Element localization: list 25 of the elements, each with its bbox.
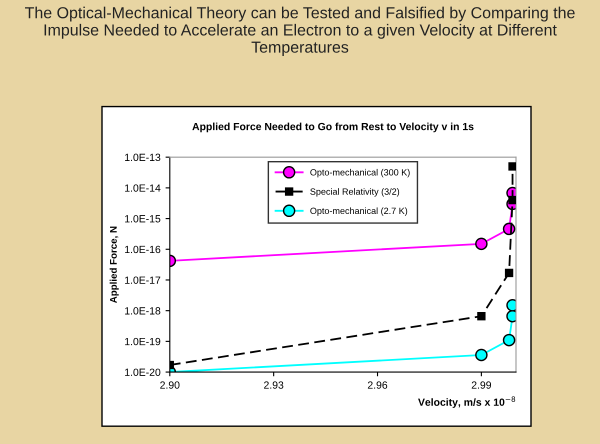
chart-title: The Optical-Mechanical Theory can be Tested and Falsified by Comparing the Impulse Needed to Accelerate an Electron to a given Velocity at Different Temperatures [25, 6, 575, 56]
legend-label: Opto-mechanical (300 K) [310, 168, 410, 178]
y-tick-label: 1.0E-15 [125, 215, 160, 222]
x-tick-label: 2.99 [472, 381, 492, 389]
y-tick-label: 1.0E-19 [125, 338, 160, 346]
x-tick-label: 2.90 [160, 381, 180, 389]
y-axis-title: Applied Force, N [110, 226, 119, 304]
x-axis-title: Velocity, m/s x 10$^{−8}$ [418, 396, 516, 408]
legend-label: Opto-mechanical (2.7 K) [310, 207, 408, 216]
point [508, 196, 516, 204]
y-tick-label: 1.0E-20 [125, 368, 160, 376]
x-tick-label: 2.96 [368, 381, 388, 389]
y-tick-label: 1.0E-18 [125, 307, 160, 315]
y-tick-label: 1.0E-13 [125, 154, 160, 162]
point [477, 312, 486, 320]
y-tick-label: 1.0E-17 [125, 276, 160, 284]
chart-subtitle: Applied Force Needed to Go from Rest to Velocity v in 1s [192, 122, 474, 132]
y-tick-label: 1.0E-14 [125, 184, 160, 192]
x-tick-label: 2.93 [264, 381, 284, 389]
legend-label: Special Relativity (3/2) [310, 188, 400, 197]
point [504, 268, 514, 278]
point [508, 162, 516, 171]
y-tick-label: 1.0E-16 [125, 246, 160, 254]
point [475, 348, 488, 362]
point [502, 334, 516, 346]
